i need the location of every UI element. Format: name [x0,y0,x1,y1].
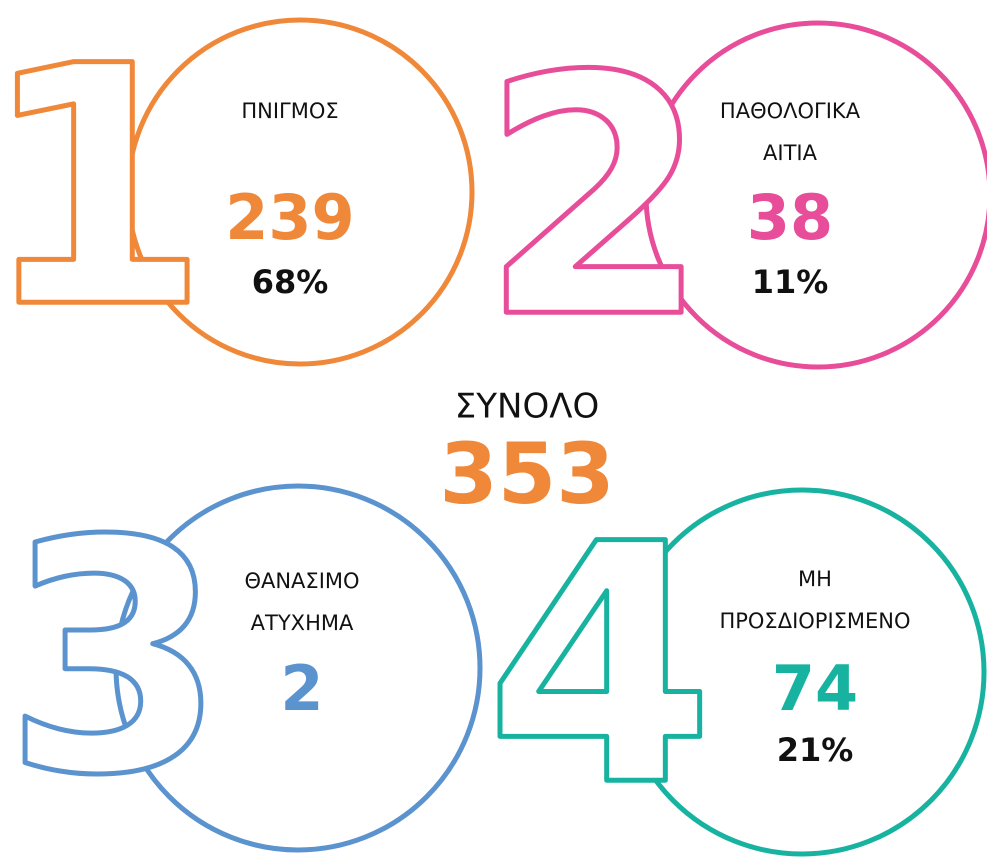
big-digit: 1 [0,0,210,380]
big-digit: 3 [4,474,227,846]
item-value: 38 [747,181,833,254]
ring [617,487,987,857]
item-value: 74 [772,652,858,725]
ring [643,20,987,370]
item-percent: 21% [777,731,854,769]
item-label: ΜΗ [798,567,832,591]
big-digit: 2 [480,6,710,390]
total-label: ΣΥΝΟΛΟ [455,387,599,427]
item-label: ΠΝΙΓΜΟΣ [241,99,338,123]
item-label: ΠΑΘΟΛΟΓΙΚΑ [720,99,861,123]
item-percent: 68% [252,263,329,301]
item-label: ΠΡΟΣΔΙΟΡΙΣΜΕΝΟ [719,609,910,633]
ring [125,17,475,367]
item-percent: 11% [752,263,829,301]
big-digit: 4 [485,474,715,858]
item-value: 2 [280,652,323,725]
item-label: ΘΑΝΑΣΙΜΟ [244,569,359,593]
item-label: ΑΤΥΧΗΜΑ [251,611,354,635]
ring [113,483,483,853]
item-label: ΑΙΤΙΑ [763,141,818,165]
item-value: 239 [225,181,354,254]
total-value: 353 [439,425,614,523]
